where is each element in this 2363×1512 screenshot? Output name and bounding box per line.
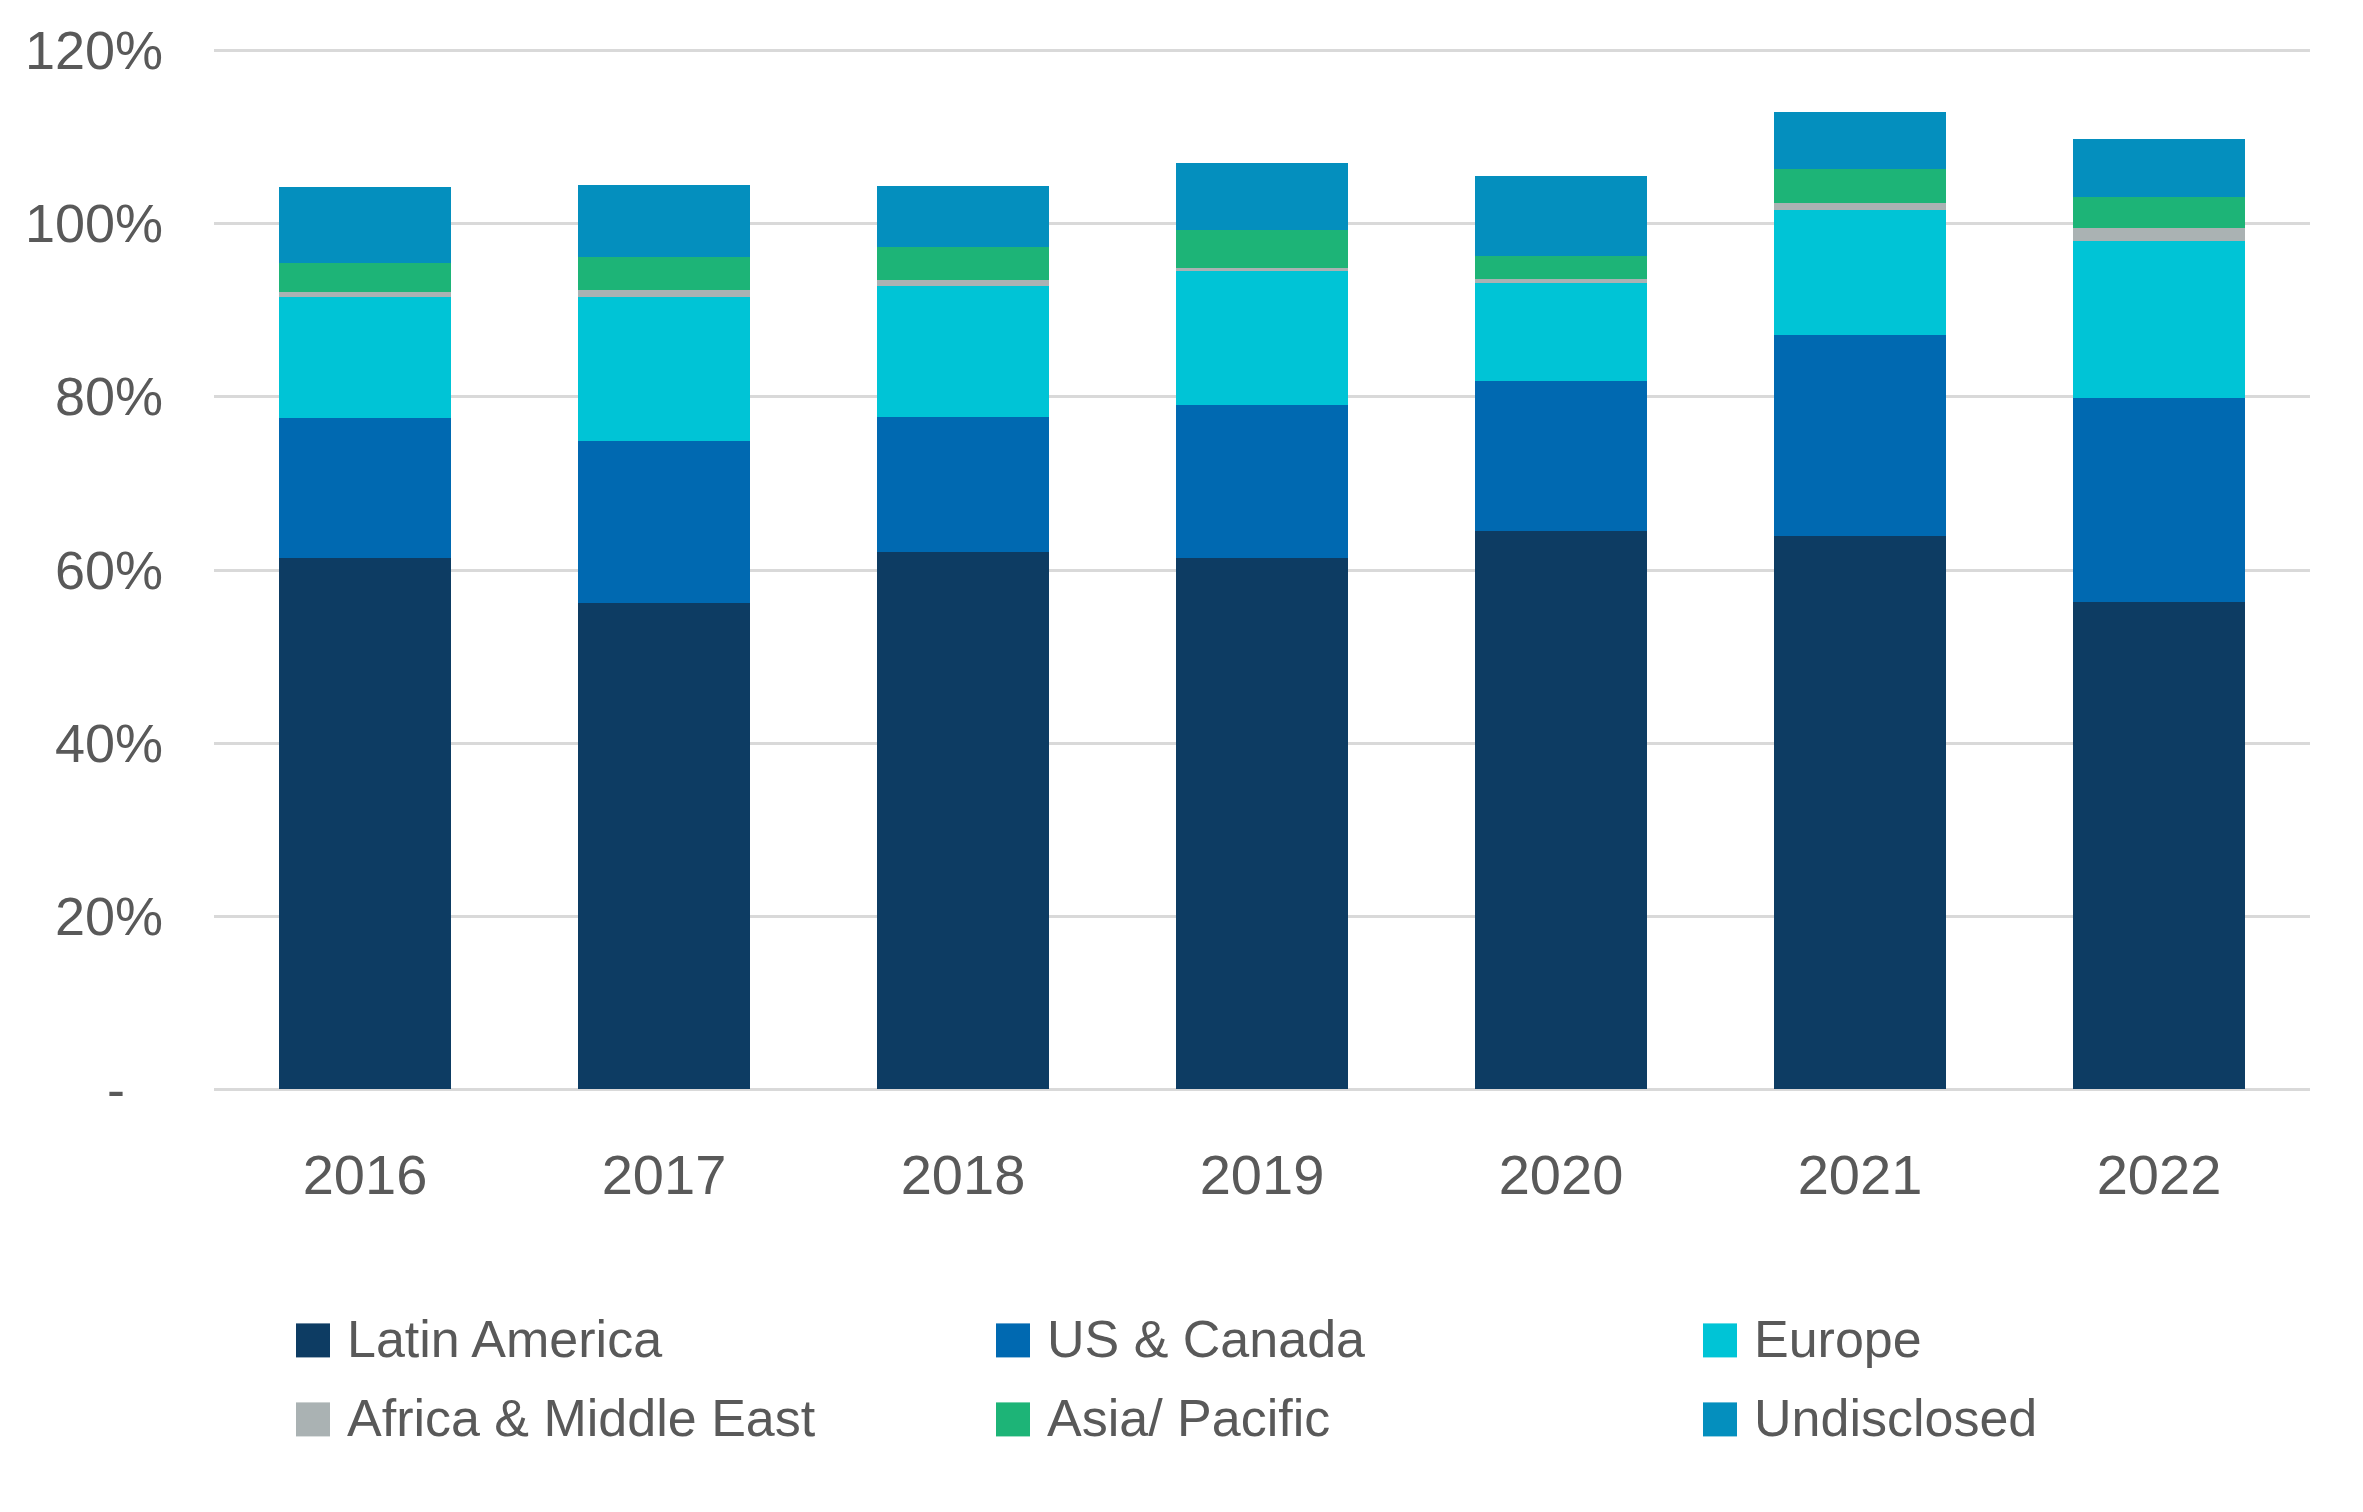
stacked-bar-chart: Latin America US & Canada Europe Africa & M… [0, 0, 2363, 1512]
segment-undisclosed-2021 [1774, 112, 1946, 168]
legend-swatch-latin-america [296, 1323, 330, 1357]
segment-europe-2017 [578, 297, 750, 442]
segment-africa-middle-east-2021 [1774, 203, 1946, 210]
segment-us-canada-2021 [1774, 335, 1946, 536]
bar-2019 [1176, 0, 1348, 1089]
segment-europe-2022 [2073, 241, 2245, 398]
segment-asia-pacific-2017 [578, 257, 750, 290]
legend-label-undisclosed: Undisclosed [1754, 1390, 2037, 1447]
segment-africa-middle-east-2019 [1176, 268, 1348, 271]
segment-asia-pacific-2019 [1176, 230, 1348, 268]
segment-latin-america-2018 [877, 552, 1049, 1089]
segment-europe-2018 [877, 286, 1049, 417]
legend-item-undisclosed: Undisclosed [1703, 1390, 2037, 1447]
segment-asia-pacific-2020 [1475, 256, 1647, 279]
segment-us-canada-2022 [2073, 398, 2245, 601]
legend-swatch-africa-middle-east [296, 1402, 330, 1436]
segment-latin-america-2019 [1176, 558, 1348, 1089]
y-tick-label: 20% [0, 889, 163, 943]
segment-asia-pacific-2021 [1774, 169, 1946, 204]
segment-latin-america-2016 [279, 558, 451, 1089]
segment-us-canada-2020 [1475, 381, 1647, 532]
legend-label-europe: Europe [1754, 1311, 1922, 1368]
legend-label-latin-america: Latin America [347, 1311, 662, 1368]
bar-2018 [877, 0, 1049, 1089]
segment-us-canada-2018 [877, 417, 1049, 552]
segment-asia-pacific-2016 [279, 263, 451, 292]
segment-latin-america-2021 [1774, 536, 1946, 1089]
segment-undisclosed-2018 [877, 186, 1049, 247]
legend-label-us-canada: US & Canada [1047, 1311, 1365, 1368]
segment-undisclosed-2022 [2073, 139, 2245, 197]
bar-2020 [1475, 0, 1647, 1089]
legend-label-asia-pacific: Asia/ Pacific [1047, 1390, 1330, 1447]
segment-asia-pacific-2022 [2073, 197, 2245, 227]
legend-item-asia-pacific: Asia/ Pacific [996, 1390, 1330, 1447]
x-tick-label-2022: 2022 [2009, 1142, 2309, 1207]
y-tick-label: 80% [0, 369, 163, 423]
segment-europe-2019 [1176, 271, 1348, 405]
y-tick-label: 100% [0, 196, 163, 250]
x-tick-label-2018: 2018 [813, 1142, 1113, 1207]
segment-africa-middle-east-2016 [279, 292, 451, 297]
segment-latin-america-2017 [578, 603, 750, 1089]
legend-item-us-canada: US & Canada [996, 1311, 1365, 1368]
bar-2017 [578, 0, 750, 1089]
segment-undisclosed-2020 [1475, 176, 1647, 256]
segment-undisclosed-2016 [279, 187, 451, 263]
x-tick-label-2016: 2016 [215, 1142, 515, 1207]
legend-item-africa-middle-east: Africa & Middle East [296, 1390, 815, 1447]
x-tick-label-2020: 2020 [1411, 1142, 1711, 1207]
y-tick-label: 120% [0, 23, 163, 77]
bar-2021 [1774, 0, 1946, 1089]
segment-undisclosed-2017 [578, 185, 750, 257]
segment-us-canada-2016 [279, 418, 451, 558]
bar-2022 [2073, 0, 2245, 1089]
segment-us-canada-2017 [578, 441, 750, 603]
segment-us-canada-2019 [1176, 405, 1348, 558]
segment-undisclosed-2019 [1176, 163, 1348, 230]
segment-africa-middle-east-2022 [2073, 228, 2245, 242]
legend-label-africa-middle-east: Africa & Middle East [347, 1390, 815, 1447]
segment-europe-2020 [1475, 283, 1647, 381]
segment-africa-middle-east-2018 [877, 280, 1049, 286]
segment-latin-america-2022 [2073, 602, 2245, 1089]
segment-latin-america-2020 [1475, 531, 1647, 1089]
legend-item-europe: Europe [1703, 1311, 1922, 1368]
bar-2016 [279, 0, 451, 1089]
segment-europe-2021 [1774, 210, 1946, 335]
x-tick-label-2017: 2017 [514, 1142, 814, 1207]
segment-africa-middle-east-2020 [1475, 279, 1647, 283]
legend-swatch-undisclosed [1703, 1402, 1737, 1436]
y-tick-label: 60% [0, 543, 163, 597]
legend-swatch-europe [1703, 1323, 1737, 1357]
x-tick-label-2021: 2021 [1710, 1142, 2010, 1207]
segment-africa-middle-east-2017 [578, 290, 750, 297]
y-tick-label: 40% [0, 716, 163, 770]
segment-asia-pacific-2018 [877, 247, 1049, 281]
legend-item-latin-america: Latin America [296, 1311, 662, 1368]
y-tick-label: - [0, 1062, 163, 1116]
legend-swatch-asia-pacific [996, 1402, 1030, 1436]
segment-europe-2016 [279, 297, 451, 418]
legend-swatch-us-canada [996, 1323, 1030, 1357]
x-tick-label-2019: 2019 [1112, 1142, 1412, 1207]
